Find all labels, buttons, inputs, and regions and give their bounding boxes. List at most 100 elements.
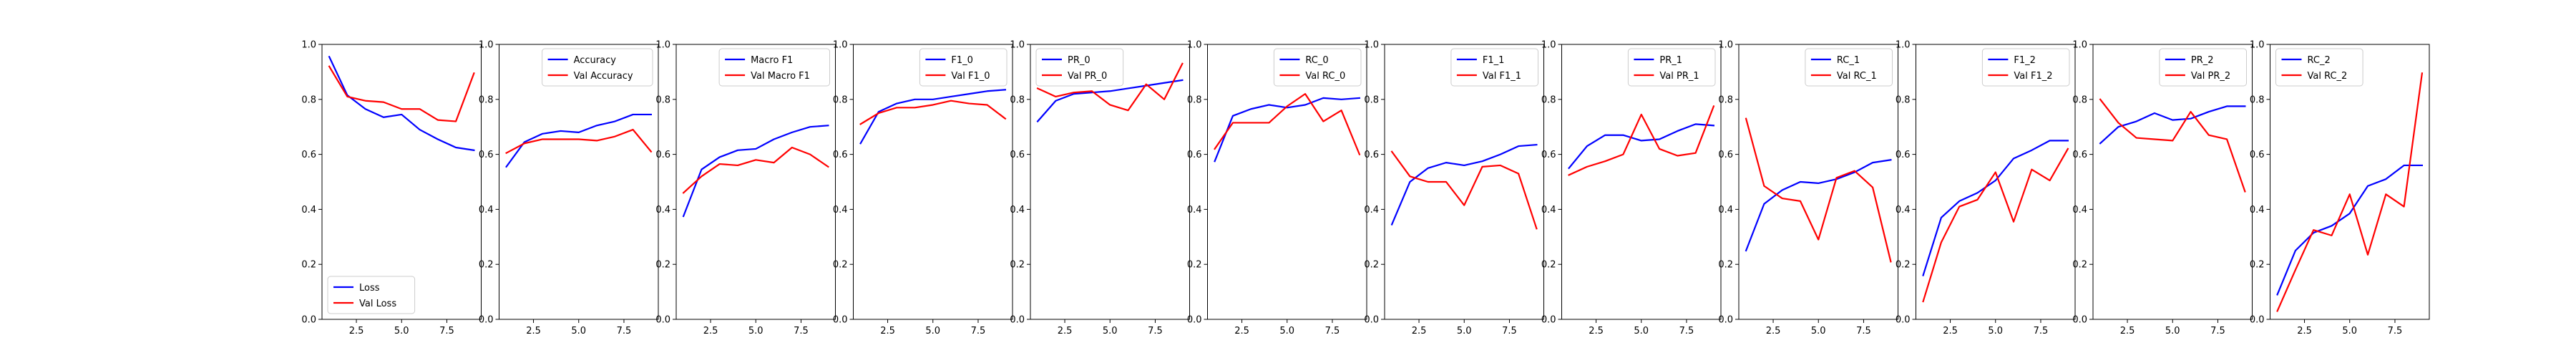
legend-label: Val PR_0 [1068, 71, 1107, 82]
legend-label: Macro F1 [751, 55, 793, 66]
legend-label: Val RC_2 [2308, 71, 2348, 82]
y-tick-label: 1.0 [479, 40, 494, 51]
axes-frame [2270, 44, 2430, 320]
x-tick-label: 7.5 [1325, 326, 1340, 337]
y-tick-label: 0.6 [1010, 150, 1025, 160]
y-tick-label: 0.6 [301, 150, 316, 160]
y-tick-label: 0.4 [2072, 205, 2087, 216]
axes-frame [321, 44, 482, 320]
axes-frame [2092, 44, 2253, 320]
y-tick-label: 0.4 [1364, 205, 1379, 216]
y-tick-label: 1.0 [833, 40, 848, 51]
legend-label: Val Loss [359, 299, 396, 309]
series-line-train [682, 125, 829, 218]
x-tick-label: 5.0 [1634, 326, 1649, 337]
y-tick-label: 0.0 [1010, 315, 1025, 326]
y-tick-label: 0.6 [833, 150, 848, 160]
x-tick-label: 2.5 [1943, 326, 1958, 337]
axes-frame [1561, 44, 1722, 320]
legend: Macro F1 Val Macro F1 [718, 48, 830, 87]
x-tick-label: 2.5 [1234, 326, 1249, 337]
subplot-11: 0.0 0.2 0.4 0.6 0.8 1.0 2.5 5.0 7.5 PR_2 Val PR_2 [2072, 40, 2253, 337]
legend-box [542, 48, 653, 87]
series-line-val [1214, 93, 1361, 156]
y-tick-label: 0.8 [1010, 95, 1025, 105]
subplot-2: 0.0 0.2 0.4 0.6 0.8 1.0 2.5 5.0 7.5 Accuracy Val A… [479, 40, 659, 337]
legend-label: Val PR_1 [1659, 71, 1699, 82]
y-tick-label: 0.8 [301, 95, 316, 105]
y-tick-label: 0.2 [655, 260, 670, 271]
series-line-train [1922, 140, 2069, 276]
x-tick-label: 2.5 [880, 326, 895, 337]
series-line-val [682, 146, 829, 194]
x-tick-label: 5.0 [1988, 326, 2003, 337]
y-tick-label: 0.4 [479, 205, 494, 216]
series-line-val [328, 65, 475, 122]
legend-box [1450, 48, 1539, 87]
legend: RC_1 Val RC_1 [1805, 48, 1893, 87]
subplot-6: 0.0 0.2 0.4 0.6 0.8 1.0 2.5 5.0 7.5 RC_0 Val RC_0 [1187, 40, 1367, 337]
y-tick-label: 0.6 [1541, 150, 1556, 160]
legend-box [1805, 48, 1893, 87]
y-tick-label: 1.0 [1541, 40, 1556, 51]
y-tick-label: 0.0 [2072, 315, 2087, 326]
legend-label: Val Macro F1 [751, 71, 810, 82]
series-line-val [2276, 72, 2424, 312]
axes-frame [675, 44, 836, 320]
x-tick-label: 2.5 [1412, 326, 1427, 337]
y-tick-label: 0.6 [1364, 150, 1379, 160]
legend: PR_2 Val PR_2 [2159, 48, 2247, 87]
series-line-train [1390, 143, 1538, 226]
x-tick-label: 2.5 [703, 326, 718, 337]
y-tick-label: 0.2 [1010, 260, 1025, 271]
legend-label: Val RC_1 [1837, 71, 1877, 82]
y-tick-label: 0.0 [655, 315, 670, 326]
x-tick-label: 7.5 [439, 326, 454, 337]
y-tick-label: 0.8 [479, 95, 494, 105]
x-tick-label: 2.5 [349, 326, 364, 337]
y-tick-label: 0.8 [1541, 95, 1556, 105]
y-tick-label: 0.0 [1187, 315, 1202, 326]
axes-frame [1030, 44, 1190, 320]
subplot-3: 0.0 0.2 0.4 0.6 0.8 1.0 2.5 5.0 7.5 Macro F1 Val M… [655, 40, 836, 337]
legend-label: Val F1_1 [1483, 71, 1521, 82]
legend-box [1273, 48, 1362, 87]
y-tick-label: 0.0 [479, 315, 494, 326]
legend-label: RC_0 [1305, 55, 1328, 66]
y-tick-label: 0.2 [1187, 260, 1202, 271]
subplot-12: 0.0 0.2 0.4 0.6 0.8 1.0 2.5 5.0 7.5 RC_2 Val RC_2 [2250, 40, 2430, 337]
y-tick-label: 0.4 [301, 205, 316, 216]
legend-label: Val F1_0 [951, 71, 990, 82]
legend-label: PR_1 [1659, 55, 1682, 66]
series-line-train [1745, 159, 1892, 252]
subplot-8: 0.0 0.2 0.4 0.6 0.8 1.0 2.5 5.0 7.5 PR_1 Val PR_1 [1541, 40, 1722, 337]
y-tick-label: 0.4 [1187, 205, 1202, 216]
legend-label: RC_2 [2308, 55, 2331, 66]
subplot-5: 0.0 0.2 0.4 0.6 0.8 1.0 2.5 5.0 7.5 PR_0 Val PR_0 [1010, 40, 1190, 337]
x-tick-label: 2.5 [1766, 326, 1781, 337]
y-tick-label: 1.0 [2250, 40, 2265, 51]
legend-label: Val Accuracy [574, 71, 633, 82]
legend-label: Accuracy [574, 55, 617, 66]
y-tick-label: 0.6 [655, 150, 670, 160]
y-tick-label: 0.2 [2250, 260, 2265, 271]
legend: RC_2 Val RC_2 [2275, 48, 2363, 87]
y-tick-label: 0.2 [479, 260, 494, 271]
series-line-val [1568, 105, 1715, 176]
x-tick-label: 7.5 [1679, 326, 1694, 337]
y-tick-label: 0.0 [1541, 315, 1556, 326]
y-tick-label: 0.8 [1364, 95, 1379, 105]
y-tick-label: 1.0 [2072, 40, 2087, 51]
x-tick-label: 2.5 [2297, 326, 2312, 337]
series-line-val [2099, 98, 2246, 193]
y-tick-label: 0.0 [301, 315, 316, 326]
series-line-train [859, 89, 1007, 145]
y-tick-label: 0.6 [2072, 150, 2087, 160]
y-tick-label: 0.8 [833, 95, 848, 105]
x-tick-label: 7.5 [2388, 326, 2403, 337]
y-tick-label: 0.0 [2250, 315, 2265, 326]
legend: F1_1 Val F1_1 [1450, 48, 1539, 87]
x-tick-label: 5.0 [1457, 326, 1472, 337]
x-tick-label: 2.5 [526, 326, 541, 337]
legend-label: F1_1 [1483, 55, 1505, 66]
